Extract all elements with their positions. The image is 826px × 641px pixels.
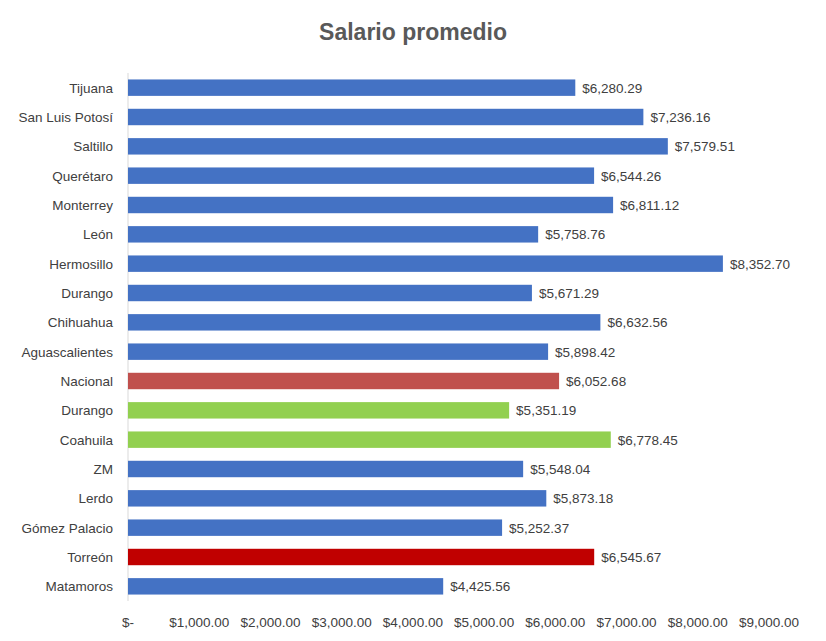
data-label: $7,236.16	[650, 110, 710, 125]
data-label: $6,811.12	[620, 198, 679, 213]
tick-label: $8,000.00	[668, 615, 728, 630]
tick-label: $2,000.00	[240, 615, 300, 630]
category-label: Matamoros	[45, 579, 113, 594]
tick-label: $9,000.00	[739, 615, 799, 630]
data-label: $6,545.67	[601, 550, 661, 565]
category-label: Durango	[61, 403, 113, 418]
data-label: $6,280.29	[582, 81, 642, 96]
bar	[128, 578, 443, 594]
bar	[128, 109, 643, 125]
chart: Salario promedio $- $1,000.00 $2,000.00 $3,0…	[0, 0, 826, 641]
category-label: Durango	[61, 286, 113, 301]
bar	[128, 461, 523, 477]
data-label: $6,052.68	[566, 374, 626, 389]
category-label: Monterrey	[52, 198, 113, 213]
data-label: $6,632.56	[607, 315, 667, 330]
tick-label: $4,000.00	[383, 615, 443, 630]
title: Salario promedio	[319, 19, 507, 45]
bar	[128, 314, 600, 330]
tick-label: $6,000.00	[525, 615, 585, 630]
category-label: Chihuahua	[48, 315, 114, 330]
bar	[128, 285, 532, 301]
bar	[128, 226, 538, 242]
category-label: ZM	[94, 462, 114, 477]
category-label: León	[83, 227, 113, 242]
data-label: $5,758.76	[545, 227, 605, 242]
bar	[128, 490, 546, 506]
category-label: Querétaro	[52, 169, 113, 184]
bars	[128, 79, 723, 594]
tick-label: $5,000.00	[454, 615, 514, 630]
category-label: Nacional	[60, 374, 113, 389]
data-label: $7,579.51	[675, 139, 735, 154]
category-label: Saltillo	[73, 139, 113, 154]
tick-label: $1,000.00	[169, 615, 229, 630]
data-label: $5,898.42	[555, 345, 615, 360]
category-label: Tijuana	[69, 81, 113, 96]
category-label: San Luis Potosí	[18, 110, 113, 125]
bar	[128, 431, 611, 447]
data-label: $5,873.18	[553, 491, 613, 506]
bar	[128, 138, 668, 154]
data-label: $5,351.19	[516, 403, 576, 418]
tick-label: $7,000.00	[597, 615, 657, 630]
y-axis: Tijuana San Luis Potosí Saltillo Querétaro M…	[18, 81, 113, 595]
data-labels: $6,280.29 $7,236.16 $7,579.51 $6,544.26 $6,8…	[450, 81, 790, 595]
category-label: Coahuila	[60, 433, 114, 448]
bar	[128, 167, 594, 183]
data-label: $6,778.45	[618, 433, 678, 448]
data-label: $6,544.26	[601, 169, 661, 184]
category-label: Hermosillo	[49, 257, 113, 272]
bar	[128, 402, 509, 418]
category-label: Lerdo	[78, 491, 113, 506]
x-axis-line	[128, 601, 769, 602]
bar	[128, 519, 502, 535]
data-label: $4,425.56	[450, 579, 510, 594]
category-label: Torreón	[67, 550, 113, 565]
bar	[128, 373, 559, 389]
tick-label: $3,000.00	[312, 615, 372, 630]
tick-label: $-	[122, 615, 134, 630]
bar	[128, 549, 594, 565]
data-label: $8,352.70	[730, 257, 790, 272]
category-label: Aguascalientes	[21, 345, 113, 360]
data-label: $5,671.29	[539, 286, 599, 301]
bar	[128, 343, 548, 359]
data-label: $5,548.04	[530, 462, 591, 477]
bar	[128, 197, 613, 213]
bar	[128, 255, 723, 271]
x-axis: $- $1,000.00 $2,000.00 $3,000.00 $4,000.00 $5…	[122, 601, 799, 630]
category-label: Gómez Palacio	[21, 521, 113, 536]
data-label: $5,252.37	[509, 521, 569, 536]
bar	[128, 79, 575, 95]
